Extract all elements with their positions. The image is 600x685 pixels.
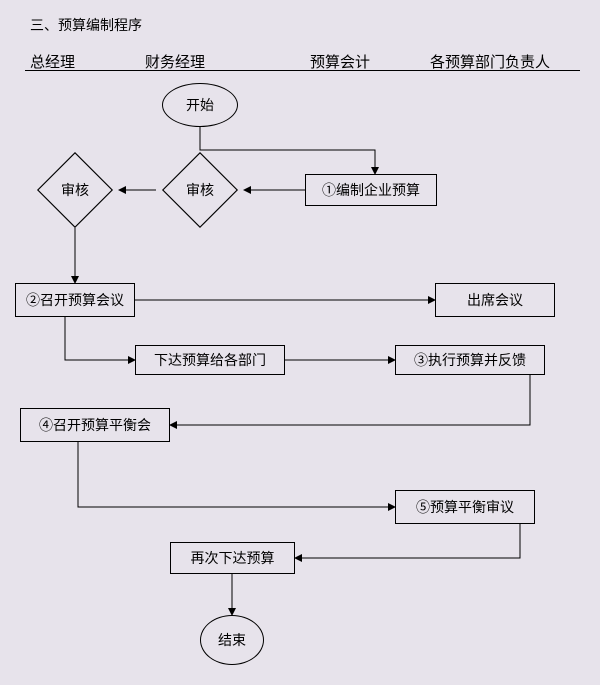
node-d_gm-label: 审核: [61, 180, 89, 200]
node-d_fm-label: 审核: [186, 180, 214, 200]
column-header-fm: 财务经理: [145, 51, 205, 72]
edge-n2-dist: [65, 317, 135, 360]
node-n2: ②召开预算会议: [15, 283, 135, 317]
node-start: 开始: [162, 83, 238, 127]
header-underline: [25, 70, 580, 71]
edge-start-n1: [200, 127, 375, 174]
node-n1: ①编制企业预算: [305, 174, 437, 206]
node-n4: ④召开预算平衡会: [20, 408, 170, 442]
node-dist: 下达预算给各部门: [135, 345, 285, 375]
node-end: 结束: [200, 615, 264, 665]
edge-n5-redo: [295, 524, 520, 558]
section-title: 三、预算编制程序: [30, 15, 142, 35]
node-n5: ⑤预算平衡审议: [395, 490, 535, 524]
node-attend: 出席会议: [435, 283, 555, 317]
node-n3: ③执行预算并反馈: [395, 345, 545, 375]
edge-n4-n5: [78, 442, 395, 507]
edge-n3-n4: [170, 375, 530, 425]
node-redo: 再次下达预算: [170, 542, 295, 574]
column-header-ba: 预算会计: [310, 51, 370, 72]
column-header-gm: 总经理: [30, 51, 75, 72]
column-header-dept: 各预算部门负责人: [430, 51, 550, 72]
